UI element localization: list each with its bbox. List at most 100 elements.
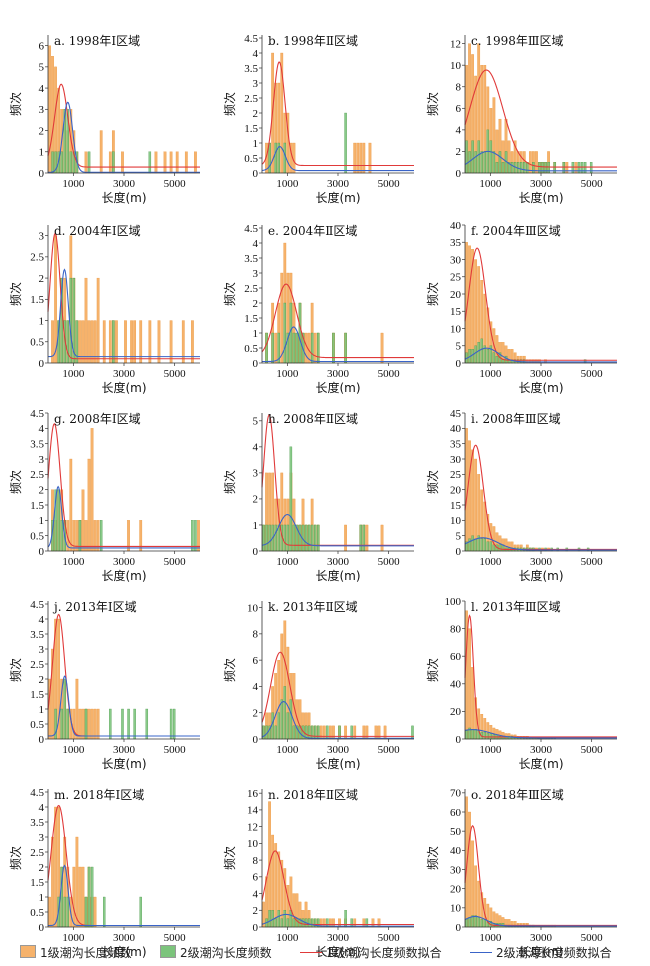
x-axis-label: 长度(m) bbox=[315, 944, 360, 959]
x-tick-label: 5000 bbox=[581, 178, 604, 190]
y-tick-label: 0 bbox=[456, 546, 462, 558]
y-axis-label: 频次 bbox=[223, 846, 237, 870]
bar-level2 bbox=[51, 151, 54, 174]
x-tick-label: 5000 bbox=[581, 932, 604, 944]
bar-level2 bbox=[483, 151, 486, 174]
bar-level1 bbox=[93, 708, 97, 740]
x-tick-label: 1000 bbox=[276, 744, 299, 756]
y-tick-label: 3.5 bbox=[244, 253, 258, 265]
y-axis-label: 频次 bbox=[223, 282, 237, 306]
bar-level2 bbox=[326, 725, 329, 740]
bar-level2 bbox=[477, 140, 480, 174]
fit-line-level2 bbox=[47, 485, 200, 549]
fit-line-level2 bbox=[464, 537, 617, 551]
legend-label: 1级潮沟长度频数 bbox=[40, 946, 132, 960]
y-tick-label: 4.5 bbox=[244, 223, 258, 235]
y-tick-label: 20 bbox=[450, 484, 462, 496]
y-tick-label: 10 bbox=[450, 515, 462, 527]
bar-level2 bbox=[148, 151, 152, 174]
y-tick-label: 25 bbox=[450, 469, 462, 481]
x-tick-label: 3000 bbox=[530, 178, 553, 190]
y-tick-label: 4.5 bbox=[30, 787, 44, 799]
bar-level1 bbox=[75, 678, 79, 740]
x-tick-label: 5000 bbox=[378, 744, 401, 756]
y-tick-label: 10 bbox=[450, 323, 462, 335]
y-tick-label: 0 bbox=[253, 358, 259, 370]
chart-title: l. 2013年Ⅲ区域 bbox=[471, 600, 561, 614]
y-tick-label: 4 bbox=[456, 125, 462, 137]
bar-level2 bbox=[523, 162, 526, 174]
x-tick-label: 3000 bbox=[327, 932, 350, 944]
bar-level2 bbox=[310, 524, 314, 552]
bar-level2 bbox=[310, 918, 314, 928]
bar-level2 bbox=[274, 918, 277, 928]
y-tick-label: 0 bbox=[39, 734, 45, 746]
bar-level2 bbox=[483, 919, 486, 928]
x-axis-label: 长度(m) bbox=[518, 944, 563, 959]
bar-level1 bbox=[474, 458, 478, 552]
y-axis-label: 频次 bbox=[426, 470, 440, 494]
bar-level2 bbox=[292, 332, 296, 364]
x-axis-label: 长度(m) bbox=[518, 190, 563, 205]
fit-line-level1 bbox=[47, 232, 200, 360]
legend-label: 2级潮沟长度频数 bbox=[180, 946, 272, 960]
x-tick-label: 1000 bbox=[479, 932, 502, 944]
x-tick-label: 3000 bbox=[113, 744, 136, 756]
bar-level1 bbox=[154, 151, 158, 174]
bar-level2 bbox=[304, 524, 308, 552]
bar-level2 bbox=[486, 541, 490, 552]
x-tick-label: 1000 bbox=[479, 368, 502, 380]
x-tick-label: 5000 bbox=[581, 556, 604, 568]
y-tick-label: 2 bbox=[39, 674, 45, 686]
y-tick-label: 3 bbox=[39, 644, 45, 656]
fit-line-level1 bbox=[464, 247, 617, 361]
y-tick-label: 3 bbox=[253, 268, 259, 280]
bar-level2 bbox=[286, 918, 290, 928]
x-tick-label: 3000 bbox=[113, 932, 136, 944]
fit-line-level2 bbox=[47, 101, 200, 173]
bar-level1 bbox=[78, 866, 82, 928]
x-tick-label: 1000 bbox=[62, 744, 85, 756]
bar-level1 bbox=[468, 245, 471, 364]
chart-title: c. 1998年Ⅲ区域 bbox=[471, 34, 563, 48]
x-tick-label: 1000 bbox=[276, 932, 299, 944]
bar-level2 bbox=[332, 332, 335, 364]
chart-panel: 0 0.5 1 1.5 2 2.5 3 3.5 4 4.5 1000 3000 5000 e. 2004年… bbox=[223, 223, 414, 395]
bar-level2 bbox=[283, 686, 287, 740]
y-tick-label: 10 bbox=[247, 838, 259, 850]
chart-title: d. 2004年Ⅰ区域 bbox=[54, 224, 141, 238]
bar-level2 bbox=[465, 919, 468, 928]
bar-level2 bbox=[292, 725, 296, 740]
bar-level1 bbox=[84, 277, 88, 364]
y-tick-label: 1.5 bbox=[30, 500, 44, 512]
bar-level2 bbox=[307, 725, 311, 740]
chart-title: m. 2018年Ⅰ区域 bbox=[54, 788, 144, 802]
bar-level1 bbox=[96, 708, 100, 740]
fit-line-level1 bbox=[261, 850, 414, 926]
y-tick-label: 0 bbox=[253, 546, 259, 558]
bar-level2 bbox=[486, 349, 490, 364]
bar-level2 bbox=[477, 342, 480, 364]
x-tick-label: 1000 bbox=[62, 368, 85, 380]
y-tick-label: 40 bbox=[450, 220, 462, 232]
y-tick-label: 5 bbox=[253, 416, 259, 428]
fit-line-level2 bbox=[47, 675, 200, 737]
bar-level2 bbox=[526, 162, 529, 174]
bar-level2 bbox=[498, 151, 502, 174]
bar-level2 bbox=[63, 678, 66, 740]
bar-level2 bbox=[465, 730, 468, 740]
x-tick-label: 5000 bbox=[164, 556, 187, 568]
y-tick-label: 6 bbox=[253, 872, 259, 884]
x-axis-label: 长度(m) bbox=[518, 756, 563, 771]
bar-level2 bbox=[69, 277, 73, 364]
x-tick-label: 5000 bbox=[378, 368, 401, 380]
bar-level1 bbox=[313, 332, 317, 364]
y-tick-label: 20 bbox=[450, 289, 462, 301]
y-tick-label: 4 bbox=[253, 888, 259, 900]
bar-level2 bbox=[495, 355, 499, 364]
chart-panel: 0 0.5 1 1.5 2 2.5 3 1000 3000 5000 d. 2004年Ⅰ区域频次长度… bbox=[9, 224, 200, 395]
bar-level2 bbox=[271, 332, 274, 364]
bar-level2 bbox=[520, 162, 523, 174]
y-tick-label: 5 bbox=[456, 530, 462, 542]
